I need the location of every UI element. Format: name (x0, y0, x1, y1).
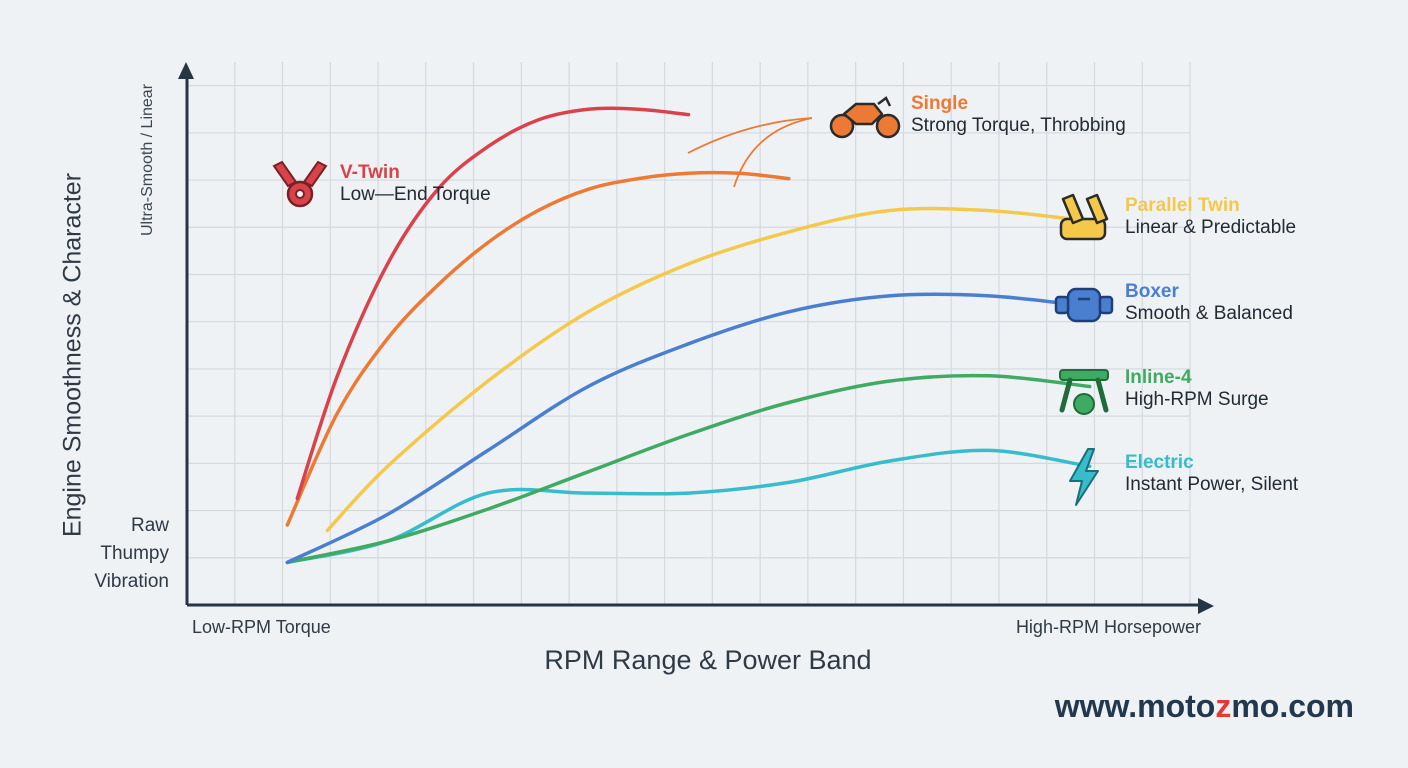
series-label-electric: Electric Instant Power, Silent (1125, 452, 1298, 496)
watermark-accent: z (1215, 688, 1232, 724)
single-callout-lines (687, 117, 813, 188)
series-name: Electric (1125, 452, 1194, 473)
series-label-single: Single Strong Torque, Throbbing (911, 93, 1126, 137)
y-tick-label-low-line: Vibration (94, 571, 169, 592)
series-name: Single (911, 93, 969, 114)
series-description: High-RPM Surge (1125, 389, 1269, 410)
series-description: Smooth & Balanced (1125, 303, 1293, 324)
watermark-prefix: www.moto (1054, 688, 1216, 724)
x-tick-label-low: Low-RPM Torque (192, 617, 331, 637)
y-tick-label-low-line: Raw (130, 515, 169, 536)
x-axis-arrow (1198, 598, 1214, 614)
series-line-electric (285, 448, 1092, 565)
inline-four-engine-icon (1059, 369, 1109, 415)
single-callout-line (687, 117, 813, 154)
series-description: Instant Power, Silent (1125, 474, 1299, 495)
series-name: V-Twin (340, 162, 400, 183)
series-description: Linear & Predictable (1125, 217, 1297, 238)
series-name: Parallel Twin (1125, 195, 1240, 216)
lightning-bolt-icon (1069, 448, 1099, 506)
y-tick-label-low: Raw Thumpy Vibration (94, 512, 169, 596)
parallel-twin-engine-icon (1059, 193, 1109, 241)
series-line-single (285, 170, 791, 527)
x-tick-label-high: High-RPM Horsepower (1015, 617, 1201, 637)
series-label-parallel-twin: Parallel Twin Linear & Predictable (1125, 195, 1296, 239)
series-label-inline-4: Inline-4 High-RPM Surge (1125, 367, 1269, 411)
motorcycle-icon (829, 96, 901, 139)
series-name: Boxer (1125, 281, 1179, 302)
y-axis-label: Engine Smoothness & Character (58, 172, 87, 538)
boxer-engine-icon (1054, 287, 1114, 323)
watermark-suffix: mo.com (1231, 688, 1354, 724)
x-axis-label: RPM Range & Power Band (544, 645, 872, 675)
series-label-boxer: Boxer Smooth & Balanced (1125, 281, 1293, 325)
series-name: Inline-4 (1125, 367, 1192, 388)
series-description: Low—End Torque (340, 184, 491, 205)
v-twin-engine-icon (272, 160, 328, 208)
series-line-boxer (285, 292, 1092, 565)
y-axis-arrow (178, 62, 194, 79)
series-label-vtwin: V-Twin Low—End Torque (340, 162, 491, 206)
y-tick-label-high: Ultra-Smooth / Linear (139, 83, 156, 237)
legend-icons (272, 96, 1114, 506)
series-line-inline4 (285, 373, 1092, 565)
site-watermark: www.motozmo.com (1055, 688, 1354, 725)
series-description: Strong Torque, Throbbing (911, 115, 1126, 136)
chart-grid (187, 62, 1191, 605)
series-line-paralleltwin (325, 206, 1092, 533)
chart-series (285, 106, 1092, 565)
series-line-vtwin (295, 106, 691, 501)
y-tick-label-low-line: Thumpy (100, 543, 169, 564)
single-callout-line (733, 117, 813, 188)
chart-axes (178, 62, 1214, 614)
